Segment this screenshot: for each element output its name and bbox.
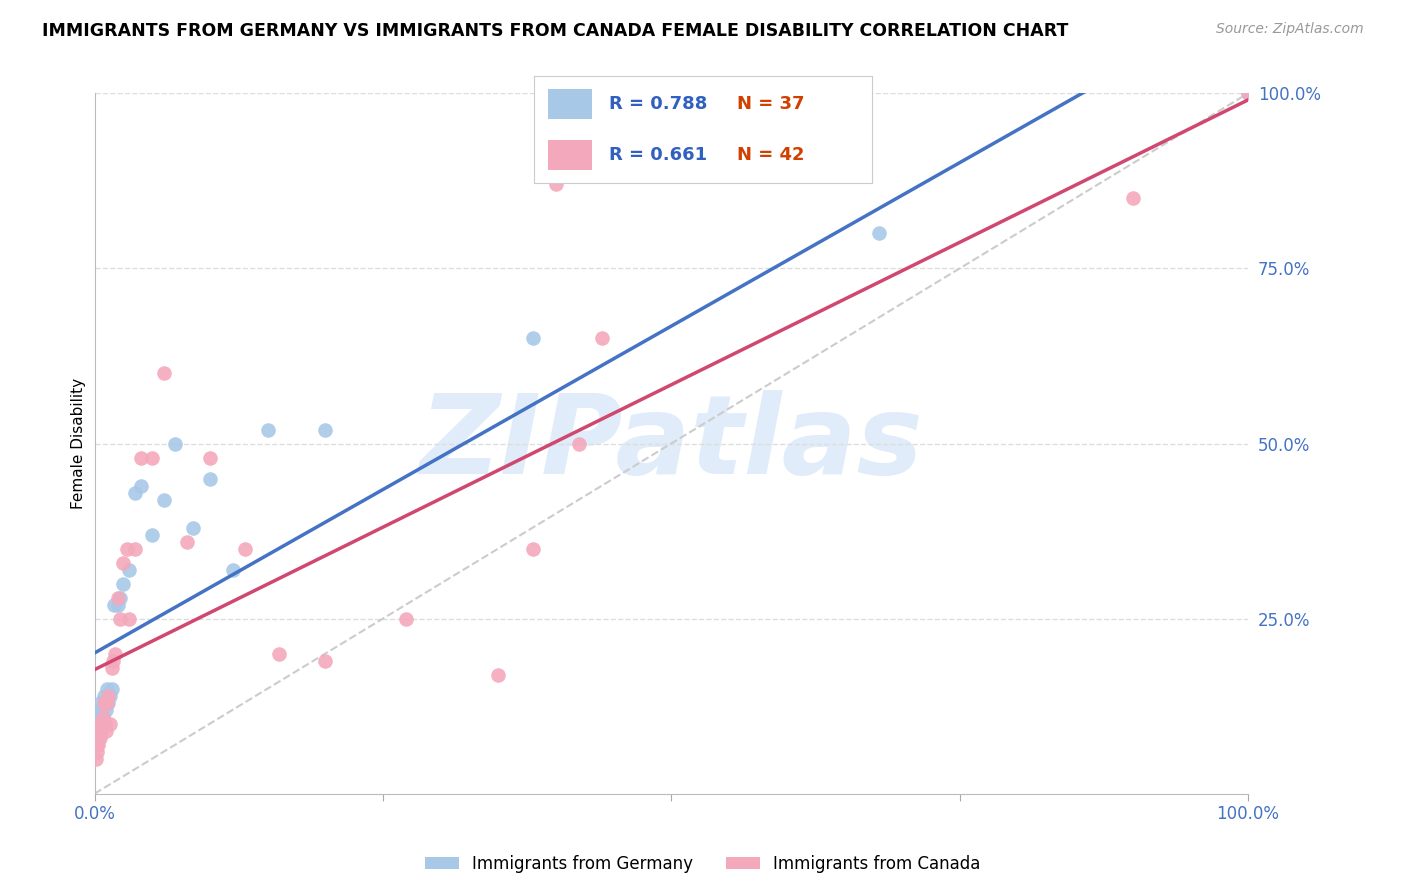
Point <box>222 563 245 577</box>
Point <box>103 598 125 612</box>
Point <box>90 716 112 731</box>
Point <box>94 696 117 710</box>
Point <box>107 598 129 612</box>
Point <box>91 709 114 723</box>
Point <box>98 689 121 703</box>
Point <box>87 731 110 745</box>
Point <box>198 471 221 485</box>
Point <box>152 492 174 507</box>
Point <box>101 654 124 668</box>
Point <box>112 576 135 591</box>
Point <box>94 723 117 738</box>
Point <box>98 716 121 731</box>
Point <box>269 647 291 661</box>
Point <box>124 485 146 500</box>
Point <box>89 731 111 745</box>
Point <box>141 450 163 465</box>
Point <box>1237 87 1260 101</box>
Point <box>89 731 111 745</box>
Point <box>112 556 135 570</box>
Point <box>486 667 509 681</box>
Point <box>86 745 108 759</box>
Point <box>115 541 138 556</box>
Point <box>91 709 114 723</box>
Point <box>84 752 107 766</box>
FancyBboxPatch shape <box>548 140 592 170</box>
Point <box>89 723 111 738</box>
Point <box>314 654 336 668</box>
Y-axis label: Female Disability: Female Disability <box>72 378 86 509</box>
Point <box>176 534 198 549</box>
Point <box>107 591 129 605</box>
Point <box>591 331 613 345</box>
Point <box>198 450 221 465</box>
Point <box>129 450 152 465</box>
Point <box>868 227 890 241</box>
Point <box>94 703 117 717</box>
Point <box>118 611 141 625</box>
Point <box>118 563 141 577</box>
Point <box>124 541 146 556</box>
Point <box>87 709 110 723</box>
Point <box>93 696 115 710</box>
Point <box>522 331 544 345</box>
Point <box>544 178 567 192</box>
Point <box>1237 87 1260 101</box>
Point <box>93 689 115 703</box>
Point <box>96 681 118 696</box>
Point <box>152 367 174 381</box>
Text: ZIPatlas: ZIPatlas <box>419 390 924 497</box>
Point <box>86 716 108 731</box>
Point <box>89 696 111 710</box>
Point <box>141 527 163 541</box>
Point <box>101 660 124 674</box>
Point <box>181 520 204 534</box>
Point <box>89 703 111 717</box>
Point <box>568 436 591 450</box>
Point <box>233 541 256 556</box>
Point <box>104 647 127 661</box>
Point <box>395 611 418 625</box>
Point <box>84 731 107 745</box>
FancyBboxPatch shape <box>548 88 592 119</box>
Point <box>89 716 111 731</box>
Point <box>108 611 131 625</box>
Legend: Immigrants from Germany, Immigrants from Canada: Immigrants from Germany, Immigrants from… <box>419 848 987 880</box>
Point <box>165 436 187 450</box>
Point <box>86 723 108 738</box>
Text: R = 0.661: R = 0.661 <box>609 146 707 164</box>
Point <box>256 423 278 437</box>
Point <box>101 681 124 696</box>
Point <box>90 723 112 738</box>
Text: IMMIGRANTS FROM GERMANY VS IMMIGRANTS FROM CANADA FEMALE DISABILITY CORRELATION : IMMIGRANTS FROM GERMANY VS IMMIGRANTS FR… <box>42 22 1069 40</box>
Text: Source: ZipAtlas.com: Source: ZipAtlas.com <box>1216 22 1364 37</box>
Point <box>89 723 111 738</box>
Point <box>90 703 112 717</box>
Point <box>522 541 544 556</box>
Point <box>87 716 110 731</box>
Point <box>97 689 120 703</box>
Text: N = 37: N = 37 <box>737 95 804 112</box>
Text: R = 0.788: R = 0.788 <box>609 95 707 112</box>
Point <box>96 696 118 710</box>
Point <box>87 738 110 752</box>
Point <box>86 738 108 752</box>
Point <box>129 478 152 492</box>
Point <box>108 591 131 605</box>
Point <box>94 716 117 731</box>
Text: N = 42: N = 42 <box>737 146 804 164</box>
Point <box>97 696 120 710</box>
Point <box>91 716 114 731</box>
Point <box>1122 191 1144 205</box>
Point <box>314 423 336 437</box>
